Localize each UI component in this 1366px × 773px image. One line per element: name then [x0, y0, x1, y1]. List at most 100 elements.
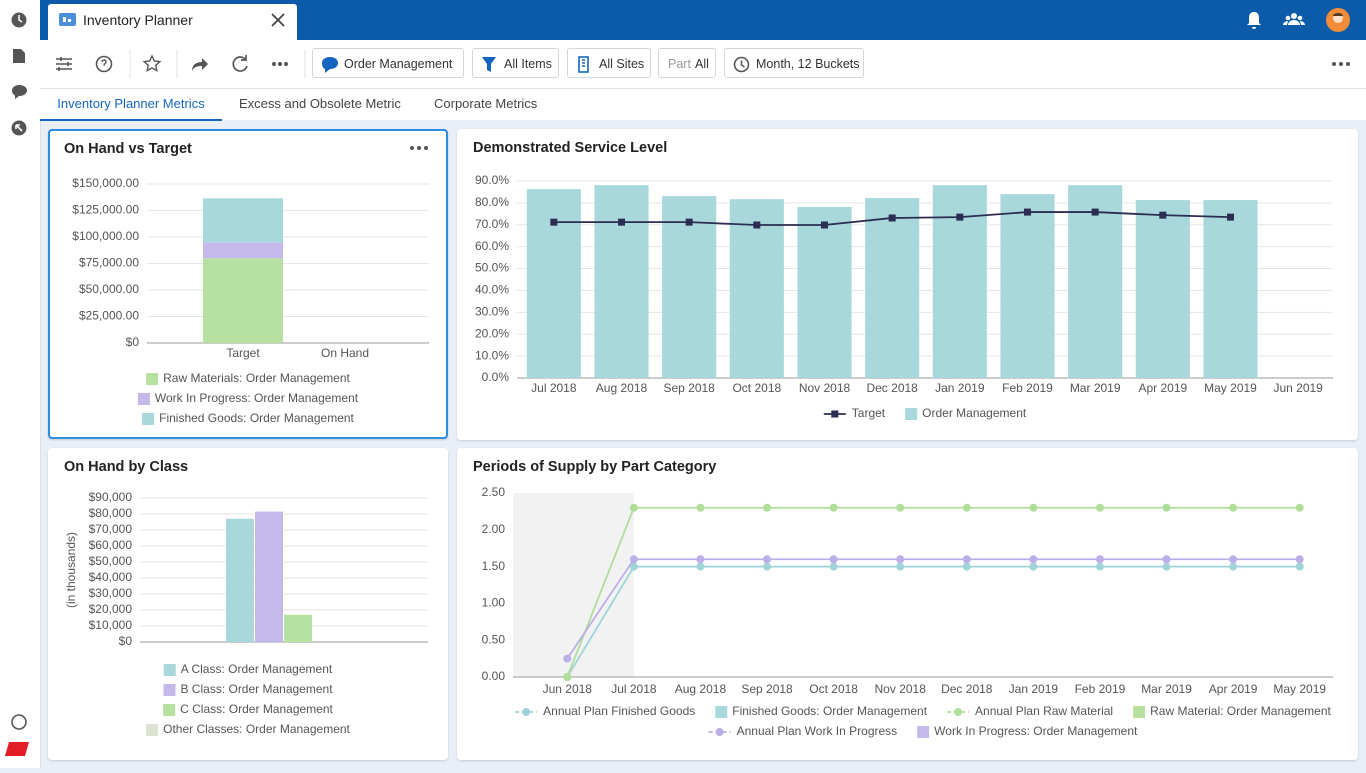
marker [629, 555, 638, 564]
part-value: All [695, 57, 709, 71]
chat-icon [322, 57, 338, 73]
help-icon[interactable] [11, 714, 27, 730]
chart-title: On Hand vs Target [64, 141, 192, 157]
bar [662, 196, 717, 378]
tab-active[interactable]: Inventory Planner Metrics [40, 89, 222, 121]
y-tick-label: $0 [126, 335, 140, 349]
items-filter[interactable]: All Items [472, 48, 559, 78]
marker [962, 562, 971, 571]
toolbar: Order Management All Items All Sites Par… [40, 40, 1366, 89]
x-tick-label: Apr 2019 [1209, 682, 1258, 696]
x-tick-label: Apr 2019 [1138, 381, 1187, 395]
legend-item: Raw Materials: Order Management [146, 371, 351, 385]
x-tick-label: Nov 2018 [799, 381, 851, 395]
y-tick-label: $90,000 [89, 490, 133, 504]
legend-item: Work In Progress: Order Management [917, 724, 1138, 738]
tab[interactable]: Excess and Obsolete Metric [239, 96, 401, 111]
filter-icon [482, 57, 496, 72]
context-button[interactable]: Order Management [312, 48, 464, 78]
y-tick-label: $100,000.00 [72, 229, 139, 243]
chart-card[interactable]: Demonstrated Service Level 0.0% 10.0% 20.0… [457, 129, 1358, 440]
marker [1295, 562, 1304, 571]
bar [203, 258, 283, 343]
y-axis-label: (in thousands) [64, 532, 78, 608]
y-tick-label: $125,000.00 [72, 203, 139, 217]
close-icon[interactable] [270, 12, 286, 28]
chart-card[interactable]: On Hand by Class $0 $10,000 $20,000 $30,000… [48, 448, 448, 760]
legend-label: Annual Plan Work In Progress [737, 724, 898, 738]
document-icon[interactable] [13, 49, 25, 63]
clock-hand [18, 15, 23, 23]
legend-item: A Class: Order Management [163, 662, 333, 676]
x-tick-label: May 2019 [1273, 682, 1326, 696]
sidebar [0, 0, 41, 768]
marker [1095, 555, 1104, 564]
marker [1029, 503, 1038, 512]
share-icon[interactable] [192, 58, 208, 71]
marker [763, 503, 772, 512]
legend-swatch [142, 413, 155, 425]
part-filter[interactable]: Part All [658, 48, 716, 78]
y-tick-label: $30,000 [89, 586, 133, 600]
legend-item: B Class: Order Management [163, 682, 333, 696]
legend-swatch [163, 704, 176, 716]
y-tick-label: 90.0% [475, 173, 509, 187]
chart-card[interactable]: On Hand vs Target $0 $25,000.00 $50,000.00… [48, 129, 448, 439]
people-icon[interactable] [1283, 13, 1305, 25]
y-tick-label: $80,000 [89, 506, 133, 520]
marker [629, 562, 638, 571]
chart-title: On Hand by Class [64, 459, 189, 475]
help-icon[interactable] [95, 55, 113, 73]
legend-label: Target [852, 406, 886, 420]
y-tick-label: $25,000.00 [79, 309, 139, 323]
marker [1162, 555, 1171, 564]
marker [829, 562, 838, 571]
favorite-icon[interactable] [142, 54, 162, 72]
header-icons [1247, 8, 1350, 32]
building-icon [578, 56, 589, 73]
line [566, 565, 1300, 678]
marker [1162, 562, 1171, 571]
legend-marker [715, 728, 724, 736]
legend-label: Other Classes: Order Management [163, 722, 350, 736]
marker [1295, 555, 1304, 564]
app-tab[interactable]: Inventory Planner [48, 4, 297, 40]
settings-icon[interactable] [56, 57, 72, 71]
sites-filter[interactable]: All Sites [567, 48, 651, 78]
legend-item: Target [823, 406, 886, 420]
bell-icon[interactable] [1247, 12, 1261, 29]
x-tick-label: Mar 2019 [1141, 682, 1192, 696]
legend-item: Annual Plan Finished Goods [515, 704, 695, 718]
y-tick-label: $50,000.00 [79, 282, 139, 296]
header: Inventory Planner [40, 0, 1366, 40]
tab[interactable]: Corporate Metrics [434, 96, 538, 111]
logo [5, 742, 29, 756]
more-icon[interactable] [1330, 58, 1354, 70]
x-tick-label: Aug 2018 [675, 682, 727, 696]
bucket-button[interactable]: Month, 12 Buckets [724, 48, 864, 78]
bar [594, 185, 649, 378]
x-tick-label: Jun 2019 [1273, 381, 1323, 395]
legend-item: Other Classes: Order Management [146, 722, 351, 736]
legend-swatch [146, 724, 159, 736]
x-tick-label: Feb 2019 [1075, 682, 1126, 696]
more-icon[interactable] [272, 62, 288, 66]
refresh-icon[interactable] [232, 55, 248, 72]
marker [629, 503, 638, 512]
x-tick-label: Jun 2018 [543, 682, 593, 696]
bar [526, 189, 581, 378]
marker [956, 213, 964, 221]
legend-swatch [163, 664, 176, 676]
chat-icon[interactable] [12, 85, 27, 99]
marker [1229, 555, 1238, 564]
chart: $0 $10,000 $20,000 $30,000 $40,000 $50,000 $60… [64, 490, 428, 736]
x-tick-label: Sep 2018 [741, 682, 793, 696]
y-tick-label: $20,000 [89, 602, 133, 616]
chart-card[interactable]: Periods of Supply by Part Category 0.00 0… [457, 448, 1358, 760]
x-tick-label: Dec 2018 [941, 682, 993, 696]
marker [696, 503, 705, 512]
x-tick-label: Oct 2018 [809, 682, 858, 696]
more-icon[interactable] [410, 146, 428, 150]
x-tick-label: Feb 2019 [1002, 381, 1053, 395]
